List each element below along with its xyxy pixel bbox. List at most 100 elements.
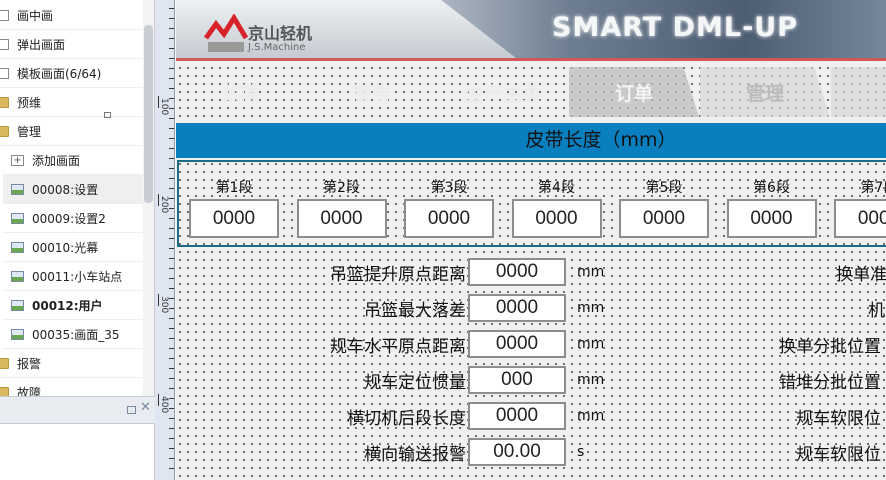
tree-item-label: 00010:光幕 [32,240,99,255]
tree-item[interactable]: + 添加画面 [3,146,146,175]
tree-item-label: 画中画 [17,8,54,23]
ruler-tick [169,28,174,29]
hmi-canvas[interactable]: 京山轻机 J.S.Machine SMART DML-UP 故障 警告 生产主页 订单… [176,0,886,480]
tree-item-label: 00011:小车站点 [32,269,123,284]
segment-label: 第7段 [860,180,886,196]
segment-4: 第4段 0000 [511,162,602,238]
ruler-tick [169,388,174,389]
logo-subtitle: J.S.Machine [248,42,306,53]
ruler-tick [169,298,174,299]
segment-5: 第5段 0000 [619,162,709,238]
tab-生产主页[interactable]: 生产主页 [464,82,541,105]
tree-item[interactable]: 预维 [0,88,143,117]
ruler-tick [169,128,174,129]
section-title: 皮带长度（mm） [176,123,886,158]
float-icon[interactable] [104,112,111,118]
param-row: 横向输送报警 00.00 s 规车软限位 [176,438,886,468]
ruler-tick [169,248,174,249]
ruler-tick [169,328,174,329]
folder-icon [0,96,9,108]
tree-item[interactable]: 弹出画面 [0,30,143,59]
param-label-right: 规车软限位 [796,445,881,465]
image-icon [11,270,24,282]
folder-icon [0,357,9,369]
tree-item[interactable]: 画中画 [0,1,143,30]
page-icon [0,9,9,21]
ruler-tick [169,238,174,239]
param-label: 规车定位惯量 [364,373,466,393]
param-input[interactable]: 0000 [468,402,566,430]
tree-item[interactable]: 报警 [0,349,143,378]
param-unit: mm [577,300,605,316]
ruler-tick [169,198,174,199]
ruler-tick [169,208,174,209]
param-row: 规车定位惯量 000 mm 错堆分批位置 [176,366,886,396]
segment-label: 第5段 [645,180,683,196]
secondary-panel-header: ✕ [0,396,155,424]
tree-item[interactable]: 模板画面(6/64) [0,59,143,88]
folder-icon [0,125,9,137]
nav-tabs: 故障 警告 生产主页 订单管理预 [176,61,886,123]
param-row: 规车水平原点距离 0000 mm 换单分批位置 [176,330,886,360]
logo-text: 京山轻机 [248,24,313,43]
ruler-tick [169,158,174,159]
param-label-right: 错堆分批位置 [779,373,881,393]
segment-input[interactable]: 0000 [726,199,817,238]
add-icon: + [11,154,24,166]
ruler-tick [169,68,174,69]
ruler-tick [169,168,174,169]
param-input[interactable]: 00.00 [468,438,566,466]
tree-item[interactable]: 00035:画面_35 [3,320,146,349]
ruler-tick [169,38,174,39]
param-label: 横向输送报警 [364,445,466,465]
param-unit: mm [577,408,605,424]
param-label: 横切机后段长度 [347,409,466,429]
ruler-label: 100 [159,98,169,116]
segment-3: 第3段 0000 [404,162,494,238]
tree-item[interactable]: 00012:用户 [3,291,146,320]
image-icon [11,299,24,311]
scrollbar-thumb[interactable] [144,25,153,203]
tab-订单[interactable]: 订单 [569,67,699,117]
ruler-tick [169,438,174,439]
tab-管理[interactable]: 管理 [700,67,830,117]
tree-item-label: 00035:画面_35 [32,327,120,342]
ruler-tick [169,308,174,309]
segment-input[interactable]: 0000 [404,199,494,238]
tree-scrollbar[interactable] [143,0,154,396]
tree-item[interactable]: 00009:设置2 [3,204,146,233]
tree-item[interactable]: 00010:光幕 [3,233,146,262]
segment-input[interactable]: 0000 [834,199,886,238]
restore-icon[interactable] [127,406,136,414]
segment-label: 第6段 [753,180,790,196]
param-input[interactable]: 0000 [468,294,566,322]
tree-item[interactable]: 00008:设置 [3,175,146,204]
segment-input[interactable]: 0000 [189,199,279,238]
ruler-tick [169,98,174,99]
tree-item[interactable]: 00011:小车站点 [3,262,146,291]
tree-item-label: 添加画面 [32,153,81,168]
tab-预[interactable]: 预 [831,67,886,117]
tab-警告[interactable]: 警告 [352,82,391,105]
param-input[interactable]: 000 [468,366,566,394]
page-icon [0,38,9,50]
param-row: 吊篮最大落差 0000 mm 机 [176,294,886,324]
param-input[interactable]: 0000 [468,258,566,286]
param-input[interactable]: 0000 [468,330,566,358]
ruler-tick [169,468,174,469]
ruler-major-tick [158,96,159,108]
segment-input[interactable]: 0000 [511,199,602,238]
ruler-label: 300 [159,296,169,314]
ruler-tick [169,288,174,289]
tree-item[interactable]: 管理 [0,117,143,146]
close-icon[interactable]: ✕ [140,400,151,415]
ruler-tick [169,108,174,109]
tree-item-label: 弹出画面 [17,37,66,52]
segment-input[interactable]: 0000 [619,199,709,238]
param-label: 吊篮提升原点距离 [330,265,466,285]
tab-故障[interactable]: 故障 [221,82,260,105]
ruler-tick [169,338,174,339]
ruler-tick [169,178,174,179]
ruler-tick [169,398,174,399]
segment-input[interactable]: 0000 [296,199,387,238]
